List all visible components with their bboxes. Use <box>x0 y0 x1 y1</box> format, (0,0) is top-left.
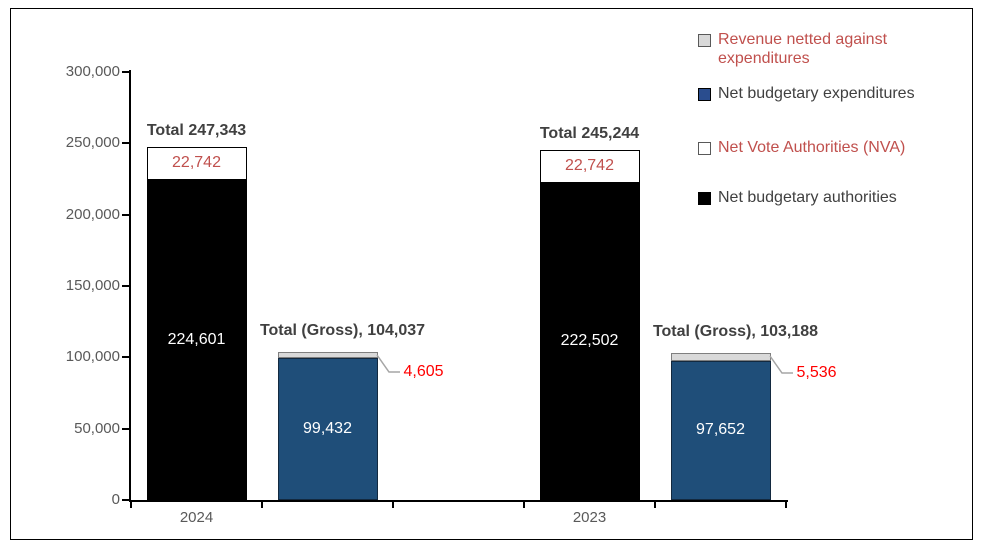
legend-item: Net budgetary authorities <box>698 188 950 207</box>
bar-segment-net-budgetary-authorities <box>539 182 640 500</box>
callout-value-label: 5,536 <box>796 363 837 381</box>
y-tick-mark <box>122 499 130 501</box>
y-axis-line <box>129 70 131 502</box>
legend-item-label: Net Vote Authorities (NVA) <box>718 139 906 156</box>
y-tick-mark <box>122 142 130 145</box>
legend-item: Net budgetary expenditures <box>698 84 950 103</box>
legend-item-label: Revenue netted against expenditures <box>718 31 888 67</box>
legend-item-label: Net budgetary expenditures <box>718 85 915 102</box>
callout-value-label: 4,605 <box>403 362 444 380</box>
x-axis-label-2023: 2023 <box>572 509 607 526</box>
legend-item-label: Net budgetary authorities <box>718 189 897 206</box>
y-tick-label: 200,000 <box>65 205 120 223</box>
x-axis-line <box>129 500 788 502</box>
y-tick-mark <box>122 285 130 287</box>
bar-segment-net-vote-authorities-nva- <box>146 147 247 180</box>
bar-segment-net-budgetary-expenditures <box>670 360 771 500</box>
x-tick-mark <box>654 500 656 508</box>
callout-leader-line <box>768 355 793 374</box>
legend-swatch-icon <box>698 192 711 205</box>
x-tick-mark <box>392 500 394 508</box>
y-tick-label: 150,000 <box>65 277 120 294</box>
legend: Revenue netted against expenditures Net b… <box>698 0 958 230</box>
legend-swatch-icon <box>698 142 711 155</box>
x-tick-mark <box>785 500 787 508</box>
legend-swatch-icon <box>698 88 711 101</box>
y-tick-label: 50,000 <box>74 419 120 437</box>
x-tick-mark <box>523 500 525 508</box>
bar-segment-net-budgetary-authorities <box>146 179 247 500</box>
legend-item: Revenue netted against expenditures <box>698 30 950 68</box>
bar-value-label: 97,652 <box>696 421 745 439</box>
x-tick-mark <box>130 500 132 508</box>
bar-segment-revenue-netted-against-expenditures <box>670 352 771 361</box>
bar-value-label: 222,502 <box>560 332 619 350</box>
total-label: Total 247,343 <box>146 122 247 140</box>
bar-segment-net-vote-authorities-nva- <box>539 150 640 183</box>
y-tick-mark <box>122 356 130 359</box>
bar-value-label: 22,742 <box>565 157 614 175</box>
x-tick-mark <box>261 500 263 508</box>
bar-value-label: 22,742 <box>172 154 221 172</box>
y-tick-label: 0 <box>111 491 120 508</box>
y-tick-mark <box>122 427 130 430</box>
total-label: Total 245,244 <box>539 125 640 143</box>
y-tick-label: 250,000 <box>65 134 120 152</box>
y-tick-label: 100,000 <box>65 348 120 366</box>
bar-segment-net-budgetary-expenditures <box>277 358 378 500</box>
y-tick-mark <box>122 71 130 73</box>
x-axis-label-2024: 2024 <box>179 509 214 526</box>
bar-value-label: 224,601 <box>167 330 226 348</box>
legend-swatch-icon <box>698 34 711 47</box>
bar-segment-revenue-netted-against-expenditures <box>277 351 378 359</box>
bar-value-label: 99,432 <box>303 420 352 438</box>
callout-leader-line <box>375 354 400 373</box>
total-label: Total (Gross), 103,188 <box>652 322 819 340</box>
legend-item: Net Vote Authorities (NVA) <box>698 138 950 157</box>
total-label: Total (Gross), 104,037 <box>259 321 426 339</box>
y-tick-mark <box>122 213 130 216</box>
y-tick-label: 300,000 <box>65 63 120 80</box>
